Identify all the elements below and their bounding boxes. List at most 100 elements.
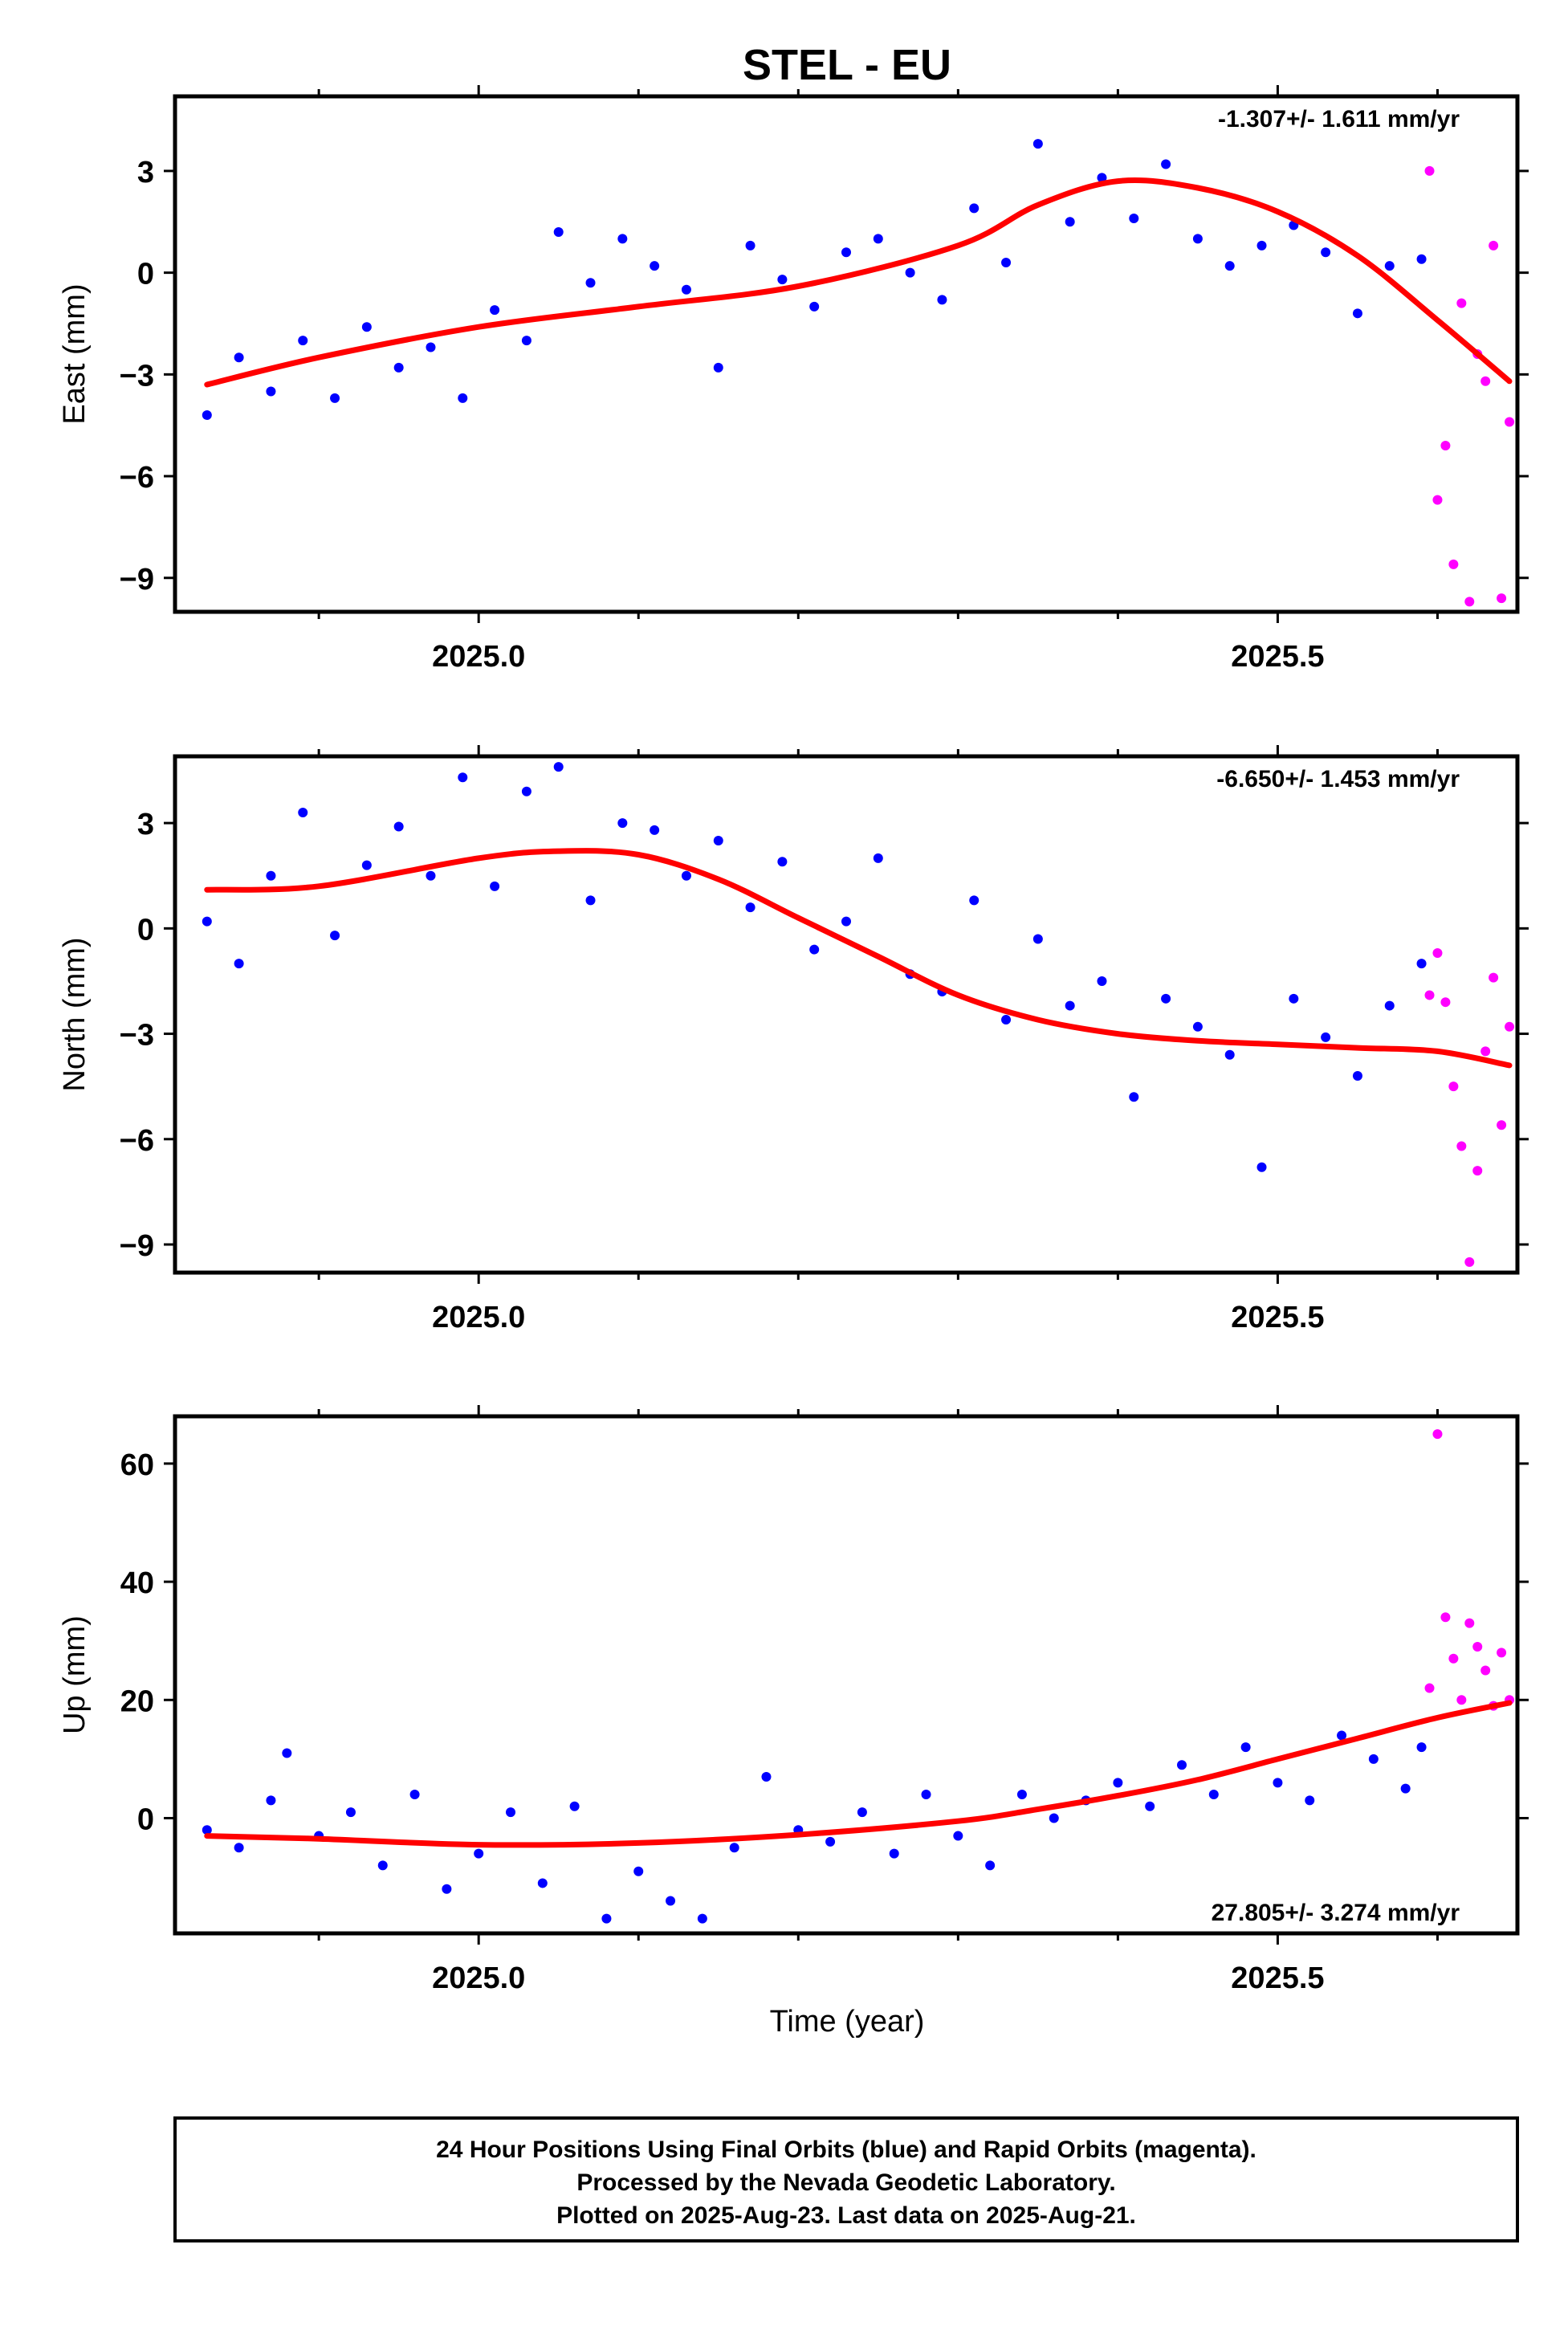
- east-final-point: [202, 410, 212, 421]
- up-final-point: [1016, 1790, 1027, 1800]
- north-final-point: [873, 853, 883, 863]
- north-final-point: [266, 870, 276, 881]
- east-final-point: [1001, 257, 1012, 267]
- north-y-axis-label: North (mm): [58, 937, 92, 1091]
- east-final-point: [937, 295, 947, 305]
- north-rapid-point: [1456, 1141, 1467, 1151]
- north-final-point: [1321, 1032, 1331, 1042]
- north-final-point: [681, 870, 691, 881]
- north-final-point: [1384, 1000, 1395, 1011]
- up-y-tick-label: 0: [137, 1802, 154, 1836]
- east-plot-frame: [173, 94, 1520, 614]
- north-final-point: [393, 821, 404, 832]
- east-final-point: [1321, 247, 1331, 258]
- up-final-point: [377, 1860, 388, 1871]
- east-final-point: [745, 240, 755, 251]
- east-final-point: [1192, 234, 1203, 244]
- east-rapid-point: [1440, 441, 1451, 451]
- east-panel: 3 0 −3 −6 −9 2025.0 2025.5 East (mm) -1.307+/- 1…: [58, 85, 1529, 674]
- up-rapid-point: [1497, 1648, 1507, 1658]
- north-y-tick-label: −3: [120, 1019, 154, 1053]
- east-y-tick-label: −9: [120, 563, 154, 597]
- east-final-point: [809, 301, 820, 312]
- east-final-point: [1032, 139, 1043, 149]
- up-final-point: [537, 1878, 548, 1888]
- up-rapid-point: [1464, 1618, 1475, 1628]
- up-final-point: [266, 1795, 276, 1806]
- east-rapid-point: [1497, 593, 1507, 604]
- up-rapid-point: [1432, 1429, 1443, 1440]
- up-final-point: [409, 1790, 420, 1800]
- east-final-point: [777, 275, 788, 285]
- up-final-point: [1113, 1778, 1123, 1788]
- north-rapid-point: [1497, 1120, 1507, 1130]
- north-final-point: [809, 944, 820, 955]
- north-final-point: [1032, 934, 1043, 944]
- north-final-point: [553, 762, 564, 772]
- east-y-axis-label: East (mm): [58, 283, 92, 424]
- north-final-point: [426, 870, 436, 881]
- east-x-tick-label: 2025.5: [1231, 640, 1324, 674]
- up-final-point: [442, 1884, 452, 1894]
- east-final-point: [1384, 261, 1395, 271]
- north-final-point: [361, 860, 372, 870]
- north-final-point: [1224, 1049, 1235, 1060]
- east-fit-line: [204, 177, 1513, 388]
- up-y-tick-label: 20: [120, 1684, 154, 1718]
- up-y-axis-label: Up (mm): [58, 1615, 92, 1734]
- north-rapid-point: [1489, 972, 1499, 983]
- up-final-point: [761, 1771, 772, 1782]
- up-final-point: [825, 1836, 836, 1847]
- east-final-point: [1256, 240, 1267, 251]
- east-final-point: [1416, 254, 1427, 264]
- east-data-layer: [202, 139, 1515, 607]
- east-rate-label: -1.307+/- 1.611 mm/yr: [1218, 106, 1460, 132]
- up-final-point: [345, 1807, 356, 1818]
- up-final-point: [1368, 1754, 1379, 1764]
- east-final-point: [553, 226, 564, 237]
- up-final-point: [1240, 1742, 1251, 1753]
- up-rapid-point: [1440, 1612, 1451, 1623]
- north-plot-frame: [173, 754, 1520, 1275]
- east-final-point: [1352, 308, 1362, 319]
- footer-line-1: 24 Hour Positions Using Final Orbits (bl…: [436, 2137, 1256, 2163]
- east-final-point: [1097, 173, 1107, 183]
- north-rapid-point: [1440, 997, 1451, 1008]
- east-final-point: [490, 305, 500, 316]
- north-rapid-point: [1448, 1081, 1459, 1092]
- east-final-point: [841, 247, 851, 258]
- up-final-point: [569, 1801, 580, 1811]
- north-data-layer: [202, 762, 1515, 1267]
- east-final-point: [650, 261, 660, 271]
- up-final-point: [697, 1913, 707, 1924]
- north-final-point: [841, 916, 851, 927]
- east-final-point: [266, 386, 276, 397]
- north-final-point: [330, 931, 340, 941]
- east-final-point: [1224, 261, 1235, 271]
- up-final-point: [1273, 1778, 1283, 1788]
- north-final-point: [458, 772, 468, 783]
- north-final-point: [202, 916, 212, 927]
- up-final-point: [729, 1843, 739, 1853]
- north-rapid-point: [1432, 947, 1443, 958]
- up-final-point: [857, 1807, 867, 1818]
- north-final-point: [1289, 993, 1299, 1004]
- north-final-point: [617, 818, 628, 829]
- up-final-point: [1145, 1801, 1155, 1811]
- north-final-point: [1352, 1071, 1362, 1081]
- east-rapid-point: [1489, 240, 1499, 251]
- east-final-point: [393, 362, 404, 373]
- north-final-point: [650, 825, 660, 835]
- north-y-tick-label: −9: [120, 1229, 154, 1263]
- up-rapid-point: [1448, 1653, 1459, 1664]
- footer-line-2: Processed by the Nevada Geodetic Laborat…: [576, 2169, 1115, 2196]
- north-rapid-point: [1464, 1257, 1475, 1267]
- north-rate-label: -6.650+/- 1.453 mm/yr: [1216, 766, 1460, 792]
- north-final-point: [1065, 1000, 1075, 1011]
- north-final-point: [777, 857, 788, 867]
- footer-box: 24 Hour Positions Using Final Orbits (bl…: [173, 2116, 1519, 2242]
- up-data-layer: [202, 1429, 1515, 1924]
- up-y-tick-label: 60: [120, 1448, 154, 1482]
- up-rapid-point: [1472, 1642, 1483, 1652]
- east-final-point: [585, 278, 596, 288]
